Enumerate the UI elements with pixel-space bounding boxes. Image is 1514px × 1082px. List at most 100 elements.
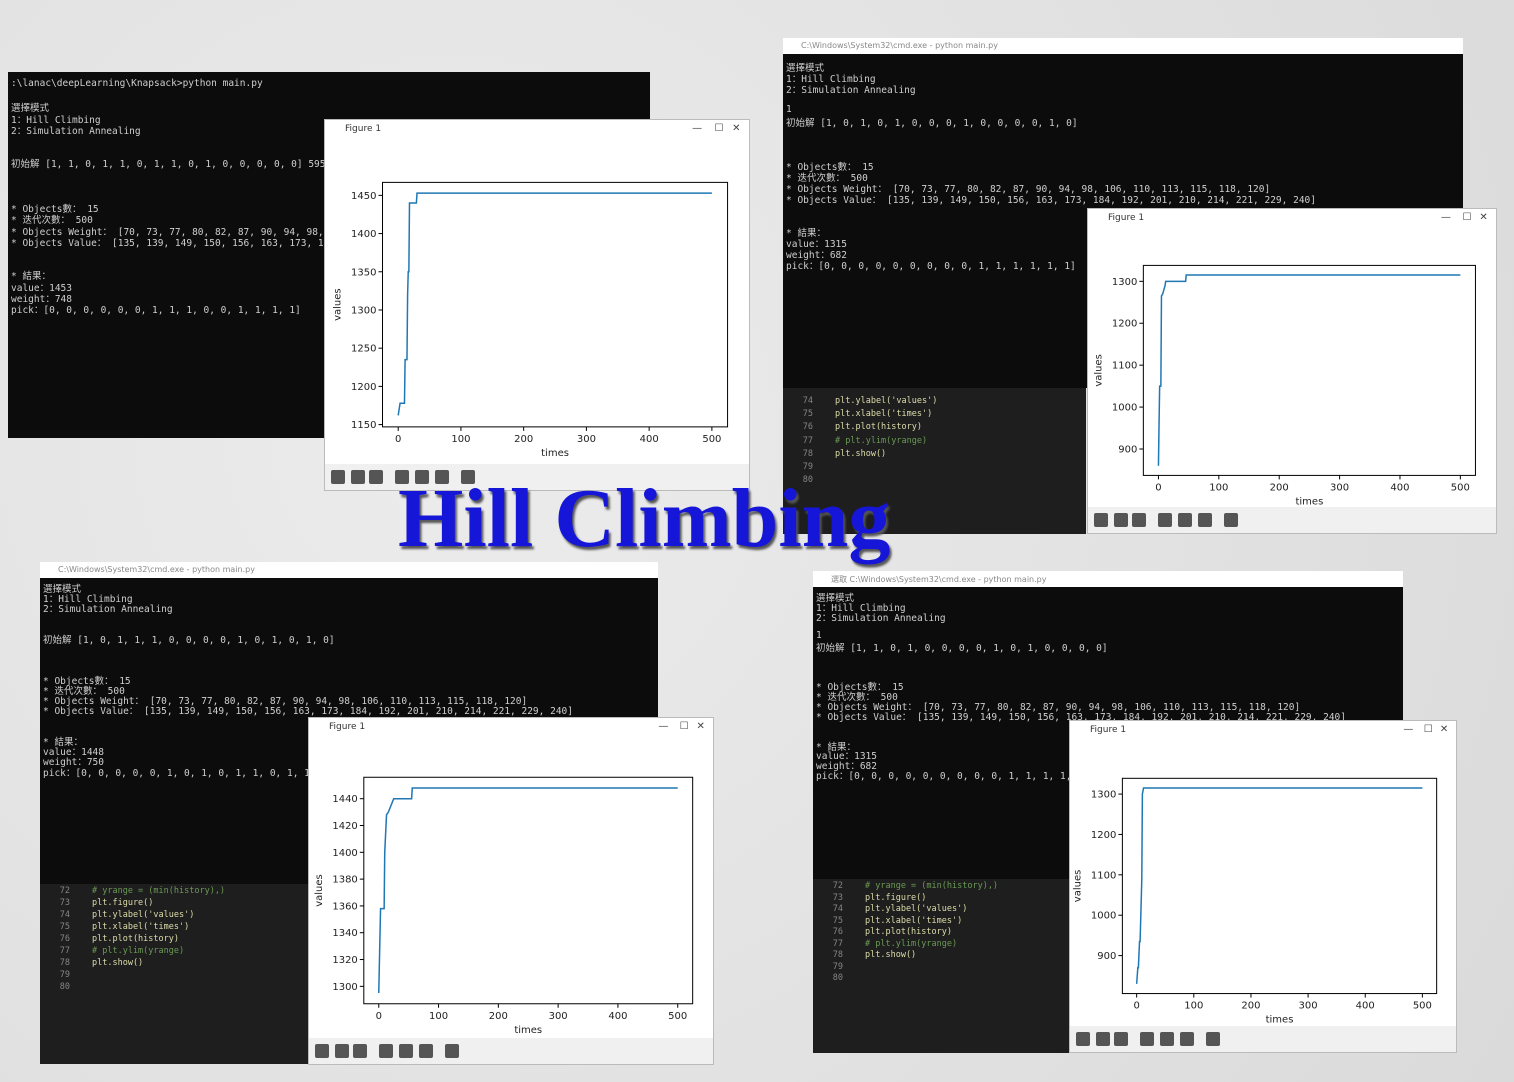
toolbar-button[interactable] xyxy=(419,1044,433,1058)
y-tick-label: 1100 xyxy=(1112,361,1137,372)
terminal-line: 1：Hill Climbing xyxy=(786,74,876,85)
terminal-line: * Objects Weight： [70, 73, 77, 80, 82, 8… xyxy=(11,226,336,238)
code-line: plt.xlabel('times') xyxy=(92,922,190,932)
toolbar-button[interactable] xyxy=(335,1044,349,1058)
y-tick-label: 1320 xyxy=(332,955,357,966)
line-number: 76 xyxy=(832,927,843,937)
toolbar-button[interactable] xyxy=(435,470,449,484)
x-tick-label: 100 xyxy=(1209,482,1228,493)
toolbar-button[interactable] xyxy=(1096,1032,1110,1046)
y-tick-label: 1300 xyxy=(351,305,376,316)
terminal-line: 選擇模式 xyxy=(43,584,82,595)
line-number: 77 xyxy=(832,938,843,949)
toolbar-button[interactable] xyxy=(351,470,365,484)
x-axis-label: times xyxy=(1266,1015,1294,1026)
figure-window: Figure 1 — ☐ ✕ 0 100 200 300 400 500 1150 1200 1250 1… xyxy=(324,119,750,491)
toolbar-button[interactable] xyxy=(1114,1032,1128,1046)
terminal-line: 2：Simulation Annealing xyxy=(786,85,916,96)
line-number: 72 xyxy=(59,886,70,896)
line-number: 80 xyxy=(59,982,70,992)
toolbar-button[interactable] xyxy=(399,1044,413,1058)
toolbar-button[interactable] xyxy=(315,1044,329,1058)
line-number: 79 xyxy=(59,970,70,980)
x-tick-label: 400 xyxy=(1356,1001,1375,1012)
toolbar-button[interactable] xyxy=(1180,1032,1194,1046)
terminal-line: 選擇模式 xyxy=(11,103,50,115)
code-line: plt.show() xyxy=(865,950,917,960)
terminal-line: 初始解 [1, 0, 1, 1, 1, 0, 0, 0, 0, 1, 0, 1,… xyxy=(43,635,335,646)
toolbar-button[interactable] xyxy=(1094,513,1108,527)
data-line xyxy=(397,192,712,416)
code-editor: 74 75 76 77 78 79 80 plt.ylabel('values') plt.xl… xyxy=(783,388,1086,534)
x-tick-label: 0 xyxy=(1155,482,1161,493)
line-number: 74 xyxy=(802,396,813,406)
toolbar-button[interactable] xyxy=(1076,1032,1090,1046)
toolbar-button[interactable] xyxy=(331,470,345,484)
terminal-line: * Objects數： 15 xyxy=(11,204,99,216)
window-control: ☐ xyxy=(679,721,689,732)
window-control: — xyxy=(658,721,669,732)
terminal-line: 初始解 [1, 0, 1, 0, 1, 0, 0, 0, 1, 0, 0, 0,… xyxy=(786,118,1078,129)
code-line: plt.plot(history) xyxy=(835,422,922,433)
toolbar xyxy=(1070,1026,1456,1052)
y-axis-label: values xyxy=(1072,870,1083,903)
code-editor: 72 73 74 75 76 77 78 79 80 # yrange = (min(histor… xyxy=(40,884,308,1064)
terminal-line: 1：Hill Climbing xyxy=(11,114,101,126)
axes-frame xyxy=(1121,777,1438,995)
y-tick-label: 1150 xyxy=(351,420,376,431)
code-line: # plt.ylim(yrange) xyxy=(865,938,958,949)
window-control: — xyxy=(1440,212,1451,223)
terminal-line: :\lanac\deepLearning\Knapsack>python mai… xyxy=(11,78,263,89)
toolbar-button[interactable] xyxy=(415,470,429,484)
toolbar-button[interactable] xyxy=(369,470,383,484)
code-line: plt.ylabel('values') xyxy=(92,910,195,920)
toolbar-button[interactable] xyxy=(1140,1032,1154,1046)
window-control: ✕ xyxy=(1479,212,1488,223)
plot: 0 100 200 300 400 500 1150 1200 1250 1300 1350 1400… xyxy=(333,181,729,459)
line-number: 77 xyxy=(802,435,813,446)
toolbar-button[interactable] xyxy=(1132,513,1146,527)
code-line: # yrange = (min(history),) xyxy=(865,881,999,891)
toolbar-button[interactable] xyxy=(395,470,409,484)
toolbar-button[interactable] xyxy=(461,470,475,484)
toolbar-button[interactable] xyxy=(379,1044,393,1058)
y-tick-label: 1250 xyxy=(351,344,376,355)
plot: 0 100 200 300 400 500 900 1000 1100 1200 1300 times… xyxy=(1072,777,1438,1026)
window-control: ✕ xyxy=(732,123,741,134)
code-line: plt.plot(history) xyxy=(865,927,952,937)
toolbar-button[interactable] xyxy=(1178,513,1192,527)
code-line: plt.plot(history) xyxy=(92,934,179,944)
terminal-line: * Objects Value： [135, 139, 149, 150, 15… xyxy=(11,237,336,249)
terminal-line: 1 xyxy=(816,629,822,641)
code-line: # plt.ylim(yrange) xyxy=(92,946,185,956)
line-number: 79 xyxy=(802,462,813,472)
y-axis-label: values xyxy=(333,288,344,321)
terminal-line: value：1448 xyxy=(43,747,104,759)
x-tick-label: 100 xyxy=(429,1011,448,1022)
terminal-line: * Objects Value： [135, 139, 149, 150, 15… xyxy=(43,706,573,718)
x-tick-label: 100 xyxy=(451,434,470,445)
code-editor: 72 73 74 75 76 77 78 79 80 # yrange = (min(histor… xyxy=(813,879,1069,1053)
terminal-line: weight：682 xyxy=(786,250,847,261)
terminal-line: 選擇模式 xyxy=(786,63,825,74)
y-axis-label: values xyxy=(1093,354,1104,387)
toolbar-button[interactable] xyxy=(1114,513,1128,527)
toolbar-button[interactable] xyxy=(1160,1032,1174,1046)
toolbar-button[interactable] xyxy=(1198,513,1212,527)
figure-title: Figure 1 xyxy=(1090,725,1127,735)
x-tick-label: 0 xyxy=(376,1011,382,1022)
y-tick-label: 1360 xyxy=(332,901,357,912)
toolbar-button[interactable] xyxy=(353,1044,367,1058)
toolbar-button[interactable] xyxy=(1224,513,1238,527)
terminal-line: * Objects數： 15 xyxy=(43,675,131,687)
toolbar-button[interactable] xyxy=(1206,1032,1220,1046)
y-axis-label: values xyxy=(314,874,325,907)
x-tick-label: 100 xyxy=(1184,1001,1203,1012)
line-number: 78 xyxy=(832,950,843,960)
code-line: plt.show() xyxy=(835,448,887,459)
toolbar-button[interactable] xyxy=(445,1044,459,1058)
terminal-line: pick：[0, 0, 0, 0, 0, 0, 0, 0, 0, 1, 1, 1… xyxy=(786,261,1076,272)
toolbar-button[interactable] xyxy=(1158,513,1172,527)
terminal-line: 1：Hill Climbing xyxy=(816,602,906,614)
